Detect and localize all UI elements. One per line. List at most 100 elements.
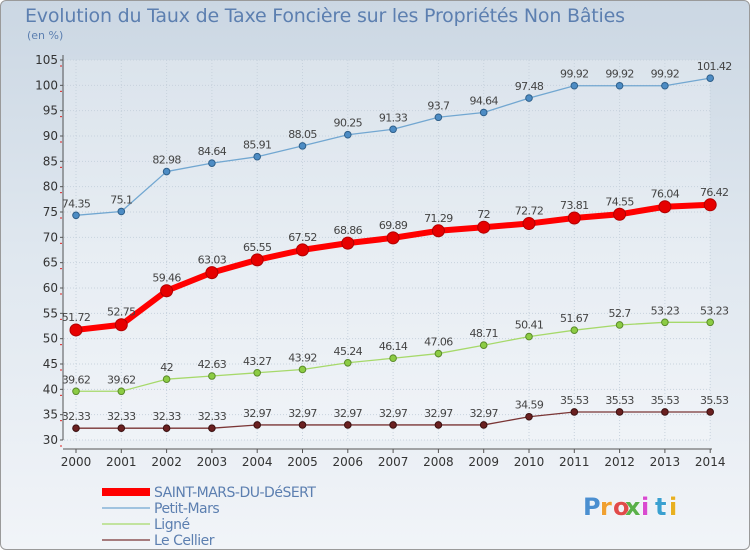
data-label: 43.92 [288,351,317,364]
plot-area [64,60,710,440]
data-label: 76.42 [700,186,729,199]
data-point [570,81,579,90]
data-label: 39.62 [107,373,136,386]
x-tick-label: 2009 [468,455,499,469]
data-label: 50.41 [515,319,544,332]
data-point [525,94,533,102]
data-point [615,81,624,90]
data-label: 99.92 [605,68,634,81]
data-label: 74.55 [605,195,634,208]
x-tick-label: 2010 [514,455,545,469]
data-label: 94.64 [469,94,498,107]
data-point [434,421,443,429]
logo-letter: r [600,493,612,521]
y-tick-label: 80 [43,180,58,194]
data-label: 65.55 [243,241,272,254]
data-point [298,421,307,429]
data-label: 71.29 [424,212,453,225]
data-label: 35.53 [560,394,589,407]
legend-label: Petit-Mars [154,501,219,517]
data-label: 63.03 [198,254,227,267]
x-tick-label: 2002 [151,455,182,469]
legend-label: Le Cellier [154,533,215,549]
y-tick-label: 70 [43,230,58,244]
data-point [386,231,400,245]
logo-letter: i [669,493,677,521]
y-tick-label: 60 [43,281,58,295]
data-label: 46.14 [379,340,408,353]
y-tick-label: 50 [43,332,58,346]
data-label: 35.53 [605,394,634,407]
legend-label: SAINT-MARS-DU-DéSERT [154,485,316,501]
x-tick-label: 2013 [650,455,681,469]
data-label: 68.86 [334,224,363,237]
data-point [208,159,216,167]
data-point [525,332,533,341]
data-label: 99.92 [560,68,589,81]
data-point [434,113,443,122]
data-point [253,152,262,161]
data-label: 73.81 [560,199,589,212]
data-label: 35.53 [700,394,729,407]
data-label: 85.91 [243,139,272,152]
data-point [341,236,355,250]
y-tick-label: 95 [43,104,58,118]
data-label: 32.97 [243,407,272,420]
data-label: 99.92 [651,68,680,81]
series-le-cellier [72,408,715,432]
data-point [570,326,579,335]
data-point [253,368,262,377]
data-label: 88.05 [288,128,317,141]
data-point [706,74,715,82]
data-point [479,108,488,117]
data-point [298,365,307,374]
x-tick-label: 2007 [378,455,409,469]
x-tick-label: 2000 [61,455,92,469]
data-label: 43.27 [243,355,272,368]
data-label: 82.98 [152,154,181,167]
data-point [296,243,309,257]
y-tick-label: 45 [43,357,58,371]
series-petit-mars [72,74,715,220]
data-label: 48.71 [469,327,498,340]
data-point [208,372,216,380]
data-label: 67.52 [288,231,317,244]
data-label: 93.7 [427,99,450,112]
logo-letter: i [641,493,649,521]
data-point [389,354,397,363]
data-point [160,284,174,298]
data-label: 53.23 [700,304,729,317]
data-label: 90.25 [334,117,363,130]
legend-item-ligne: Ligné [102,517,190,533]
data-label: 47.06 [424,336,453,349]
data-point [253,421,262,429]
data-point [117,387,126,396]
x-tick-label: 2012 [604,455,635,469]
data-point [114,318,128,332]
data-label: 72.72 [515,205,544,218]
legend-item-petit-mars: Petit-Mars [102,501,220,517]
data-point [522,217,536,231]
data-point [658,200,672,214]
data-point [613,207,627,221]
data-label: 101.42 [697,60,732,73]
chart-title: Evolution du Taux de Taxe Foncière sur l… [25,5,625,27]
series-saint-mars-du-desert [69,198,717,337]
data-label: 32.97 [334,407,363,420]
data-point [479,341,488,350]
data-label: 53.23 [651,304,680,317]
data-point [344,421,352,429]
data-point [72,211,80,220]
data-point [434,349,443,358]
data-point [69,323,83,337]
data-label: 75.1 [110,193,132,206]
data-point [162,424,171,432]
data-label: 32.97 [379,407,408,420]
x-tick-label: 2003 [197,455,228,469]
data-label: 42 [160,361,173,374]
data-label: 45.24 [334,345,363,358]
y-tick-label: 55 [43,306,58,320]
data-label: 59.46 [152,272,181,285]
